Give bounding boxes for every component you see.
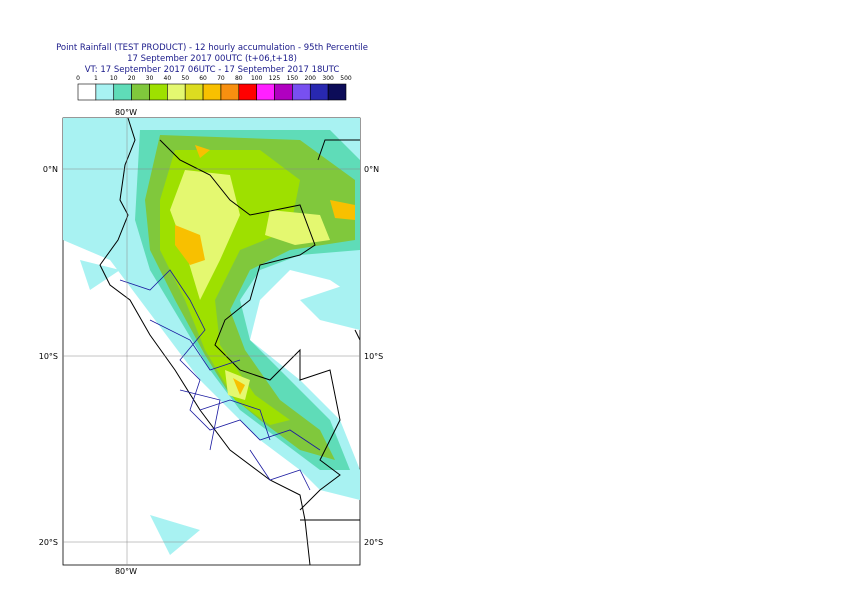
legend-label: 125 [269,75,281,82]
title-line: VT: 17 September 2017 06UTC - 17 Septemb… [85,65,340,75]
lon-label: 80°W [115,108,137,117]
lon-label: 80°W [115,567,137,576]
legend-label: 30 [146,75,154,82]
legend-swatch [95,83,115,101]
legend-label: 1 [94,75,98,82]
legend-label: 40 [164,75,172,82]
lat-label: 0°N [43,165,58,174]
lat-label: 20°S [39,538,58,547]
legend-label: 500 [340,75,352,82]
legend-swatch [167,83,186,101]
legend-swatch [220,83,240,101]
legend-swatch [131,83,150,101]
legend-swatch [184,83,204,101]
legend-label: 200 [305,75,317,82]
lat-label: 20°S [364,538,383,547]
legend-swatch [77,83,97,101]
legend-swatch [202,83,222,101]
map: 80°W 80°W 0°N 0°N 10°S 10°S 20°S 20°S [39,108,384,576]
legend-swatch [256,83,275,101]
legend-label: 100 [251,75,263,82]
legend-swatch [238,83,257,101]
legend-swatch [327,83,347,101]
legend-label: 0 [76,75,80,82]
legend-label: 20 [128,75,136,82]
legend-swatch [274,83,293,101]
legend-label: 70 [217,75,225,82]
title-line: Point Rainfall (TEST PRODUCT) - 12 hourl… [56,43,368,53]
legend-label: 10 [110,75,118,82]
lat-label: 10°S [364,352,383,361]
legend-swatch [292,83,311,101]
legend-label: 300 [322,75,334,82]
legend-label: 80 [235,75,243,82]
title-line: 17 September 2017 00UTC (t+06,t+18) [127,54,297,64]
legend-swatch [113,83,132,101]
legend-swatch [149,83,168,101]
legend: 0 1 10 20 30 40 50 60 70 80 100 125 150 200 300 500 [76,75,352,101]
legend-swatch [309,83,329,101]
lat-label: 0°N [364,165,379,174]
legend-label: 150 [287,75,299,82]
lat-label: 10°S [39,352,58,361]
legend-label: 50 [181,75,189,82]
legend-label: 60 [199,75,207,82]
